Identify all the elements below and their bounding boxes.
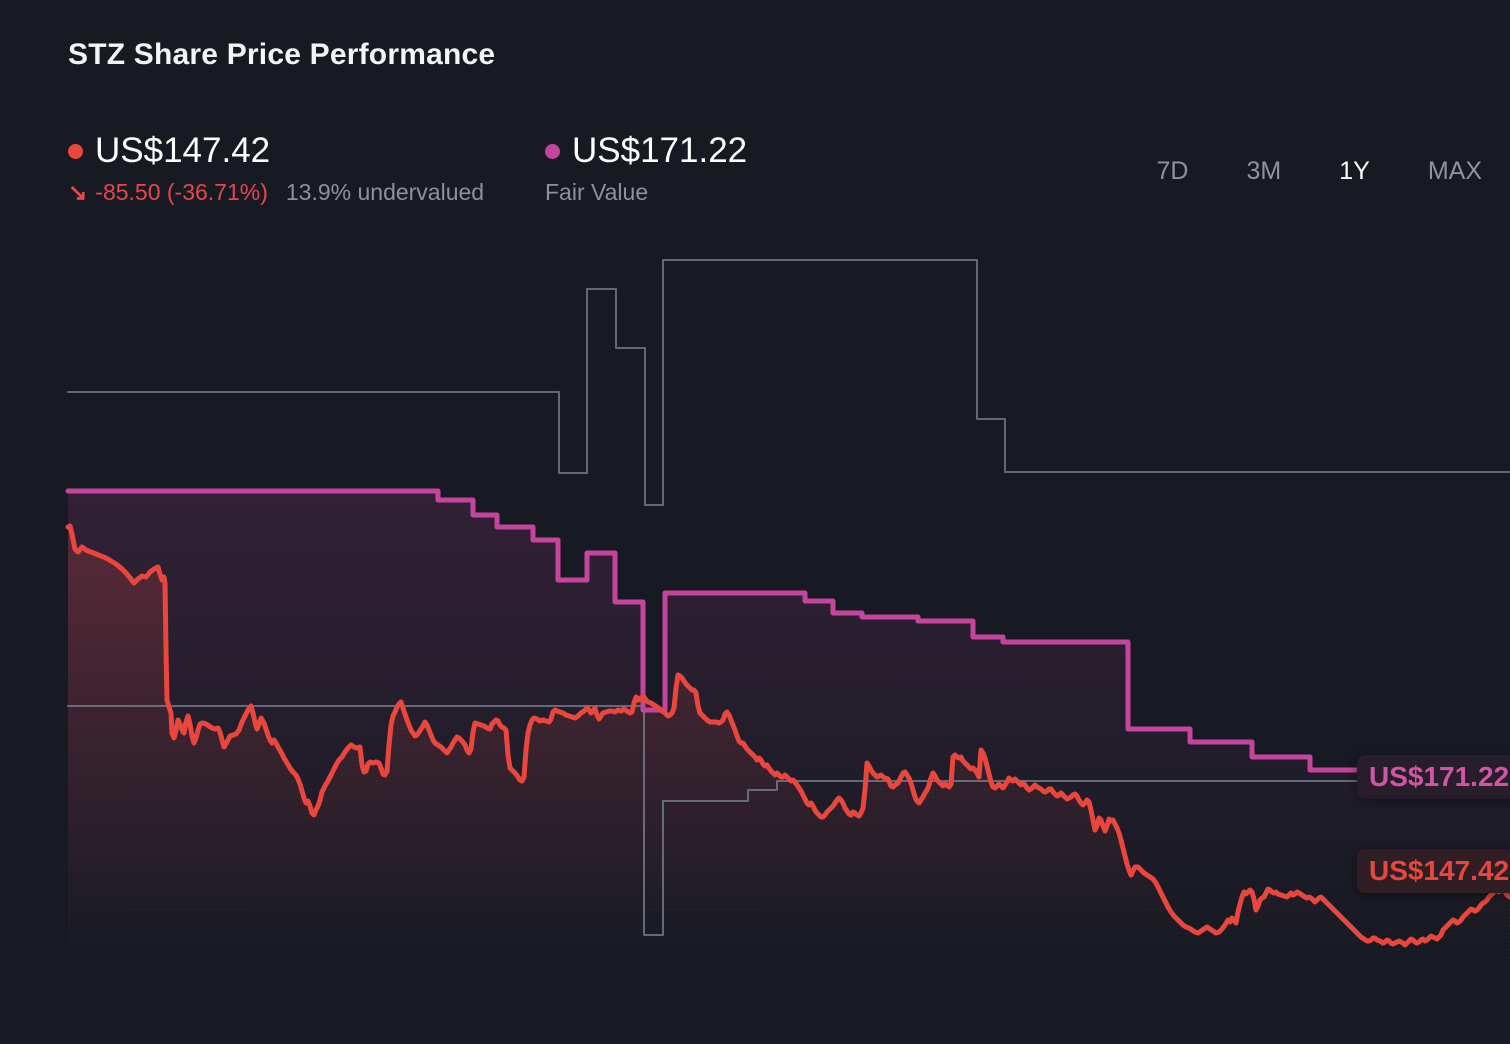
share-price-price-tag: US$147.42 bbox=[1357, 849, 1510, 893]
fair-value-legend: US$171.22 Fair Value bbox=[545, 131, 748, 206]
range-tabs: 7D 3M 1Y MAX bbox=[1157, 157, 1482, 186]
share-price-legend: US$147.42 ↘ -85.50 (-36.71%) 13.9% under… bbox=[68, 131, 485, 206]
fair-value-dot-icon bbox=[545, 143, 560, 159]
share-price-dot-icon bbox=[68, 143, 83, 159]
fair-value-price-tag: US$171.22 bbox=[1357, 755, 1510, 799]
tab-max[interactable]: MAX bbox=[1427, 157, 1482, 185]
undervalued-note: 13.9% undervalued bbox=[285, 178, 485, 205]
tab-7d[interactable]: 7D bbox=[1156, 157, 1189, 185]
share-price-value: US$147.42 bbox=[95, 131, 271, 170]
down-right-arrow-icon: ↘ bbox=[68, 178, 88, 205]
tab-1y[interactable]: 1Y bbox=[1339, 157, 1370, 185]
fair-value-label: Fair Value bbox=[545, 178, 649, 205]
page-title: STZ Share Price Performance bbox=[68, 38, 496, 71]
fair-value-value: US$171.22 bbox=[572, 131, 748, 170]
tab-3m[interactable]: 3M bbox=[1246, 157, 1282, 185]
share-price-price-tag-text: US$147.42 bbox=[1369, 855, 1510, 886]
fair-value-price-tag-text: US$171.22 bbox=[1369, 761, 1510, 792]
share-price-change: -85.50 (-36.71%) bbox=[95, 178, 268, 205]
